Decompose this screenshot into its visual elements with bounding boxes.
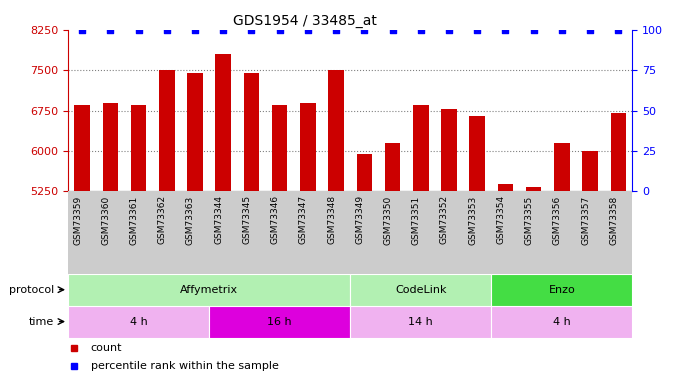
Text: GSM73356: GSM73356	[553, 195, 562, 244]
Text: 16 h: 16 h	[267, 316, 292, 327]
Text: GSM73350: GSM73350	[384, 195, 392, 244]
Text: GSM73347: GSM73347	[299, 195, 308, 244]
Point	[274, 27, 285, 33]
Text: GSM73360: GSM73360	[101, 195, 110, 244]
Point	[500, 27, 511, 33]
Text: GSM73362: GSM73362	[158, 195, 167, 244]
Point	[415, 27, 426, 33]
Bar	[68, 306, 209, 338]
Text: 4 h: 4 h	[130, 316, 148, 327]
Bar	[582, 151, 598, 191]
Text: Enzo: Enzo	[549, 285, 575, 295]
Bar	[498, 184, 513, 191]
Bar	[328, 70, 344, 191]
Point	[190, 27, 201, 33]
Point	[528, 27, 539, 33]
Bar	[131, 105, 146, 191]
Text: GSM73359: GSM73359	[73, 195, 82, 244]
Point	[330, 27, 341, 33]
Text: CodeLink: CodeLink	[395, 285, 447, 295]
Text: protocol: protocol	[9, 285, 54, 295]
Bar	[300, 103, 316, 191]
Bar	[103, 103, 118, 191]
Bar	[159, 70, 175, 191]
Text: GSM73346: GSM73346	[271, 195, 279, 244]
Text: GSM73358: GSM73358	[609, 195, 618, 244]
Text: GSM73361: GSM73361	[130, 195, 139, 244]
Point	[387, 27, 398, 33]
Text: time: time	[29, 316, 54, 327]
Text: GSM73357: GSM73357	[581, 195, 590, 244]
Text: GSM73352: GSM73352	[440, 195, 449, 244]
Bar	[272, 105, 288, 191]
Text: GSM73345: GSM73345	[243, 195, 252, 244]
Point	[585, 27, 596, 33]
Bar	[469, 116, 485, 191]
Text: 14 h: 14 h	[409, 316, 433, 327]
Bar	[68, 274, 350, 306]
Bar	[491, 306, 632, 338]
Point	[613, 27, 624, 33]
Text: GSM73355: GSM73355	[525, 195, 534, 244]
Bar	[187, 73, 203, 191]
Bar	[413, 105, 428, 191]
Bar	[385, 143, 401, 191]
Bar	[554, 143, 570, 191]
Point	[218, 27, 228, 33]
Point	[556, 27, 567, 33]
Point	[472, 27, 483, 33]
Point	[133, 27, 144, 33]
Point	[77, 27, 88, 33]
Bar	[209, 306, 350, 338]
Text: GSM73348: GSM73348	[327, 195, 336, 244]
Point	[443, 27, 454, 33]
Title: GDS1954 / 33485_at: GDS1954 / 33485_at	[233, 13, 377, 28]
Bar	[526, 188, 541, 191]
Bar	[74, 105, 90, 191]
Bar	[611, 113, 626, 191]
Text: GSM73354: GSM73354	[496, 195, 505, 244]
Bar	[491, 274, 632, 306]
Bar	[243, 73, 259, 191]
Text: GSM73344: GSM73344	[214, 195, 223, 244]
Text: GSM73363: GSM73363	[186, 195, 195, 244]
Bar	[356, 154, 372, 191]
Point	[246, 27, 257, 33]
Text: Affymetrix: Affymetrix	[180, 285, 238, 295]
Point	[359, 27, 370, 33]
Text: GSM73349: GSM73349	[356, 195, 364, 244]
Bar	[350, 274, 491, 306]
Text: 4 h: 4 h	[553, 316, 571, 327]
Text: count: count	[90, 343, 122, 353]
Point	[303, 27, 313, 33]
Bar	[441, 109, 457, 191]
Bar	[216, 54, 231, 191]
Point	[105, 27, 116, 33]
Point	[161, 27, 172, 33]
Bar	[350, 306, 491, 338]
Text: GSM73351: GSM73351	[412, 195, 421, 244]
Text: percentile rank within the sample: percentile rank within the sample	[90, 361, 278, 370]
Text: GSM73353: GSM73353	[469, 195, 477, 244]
